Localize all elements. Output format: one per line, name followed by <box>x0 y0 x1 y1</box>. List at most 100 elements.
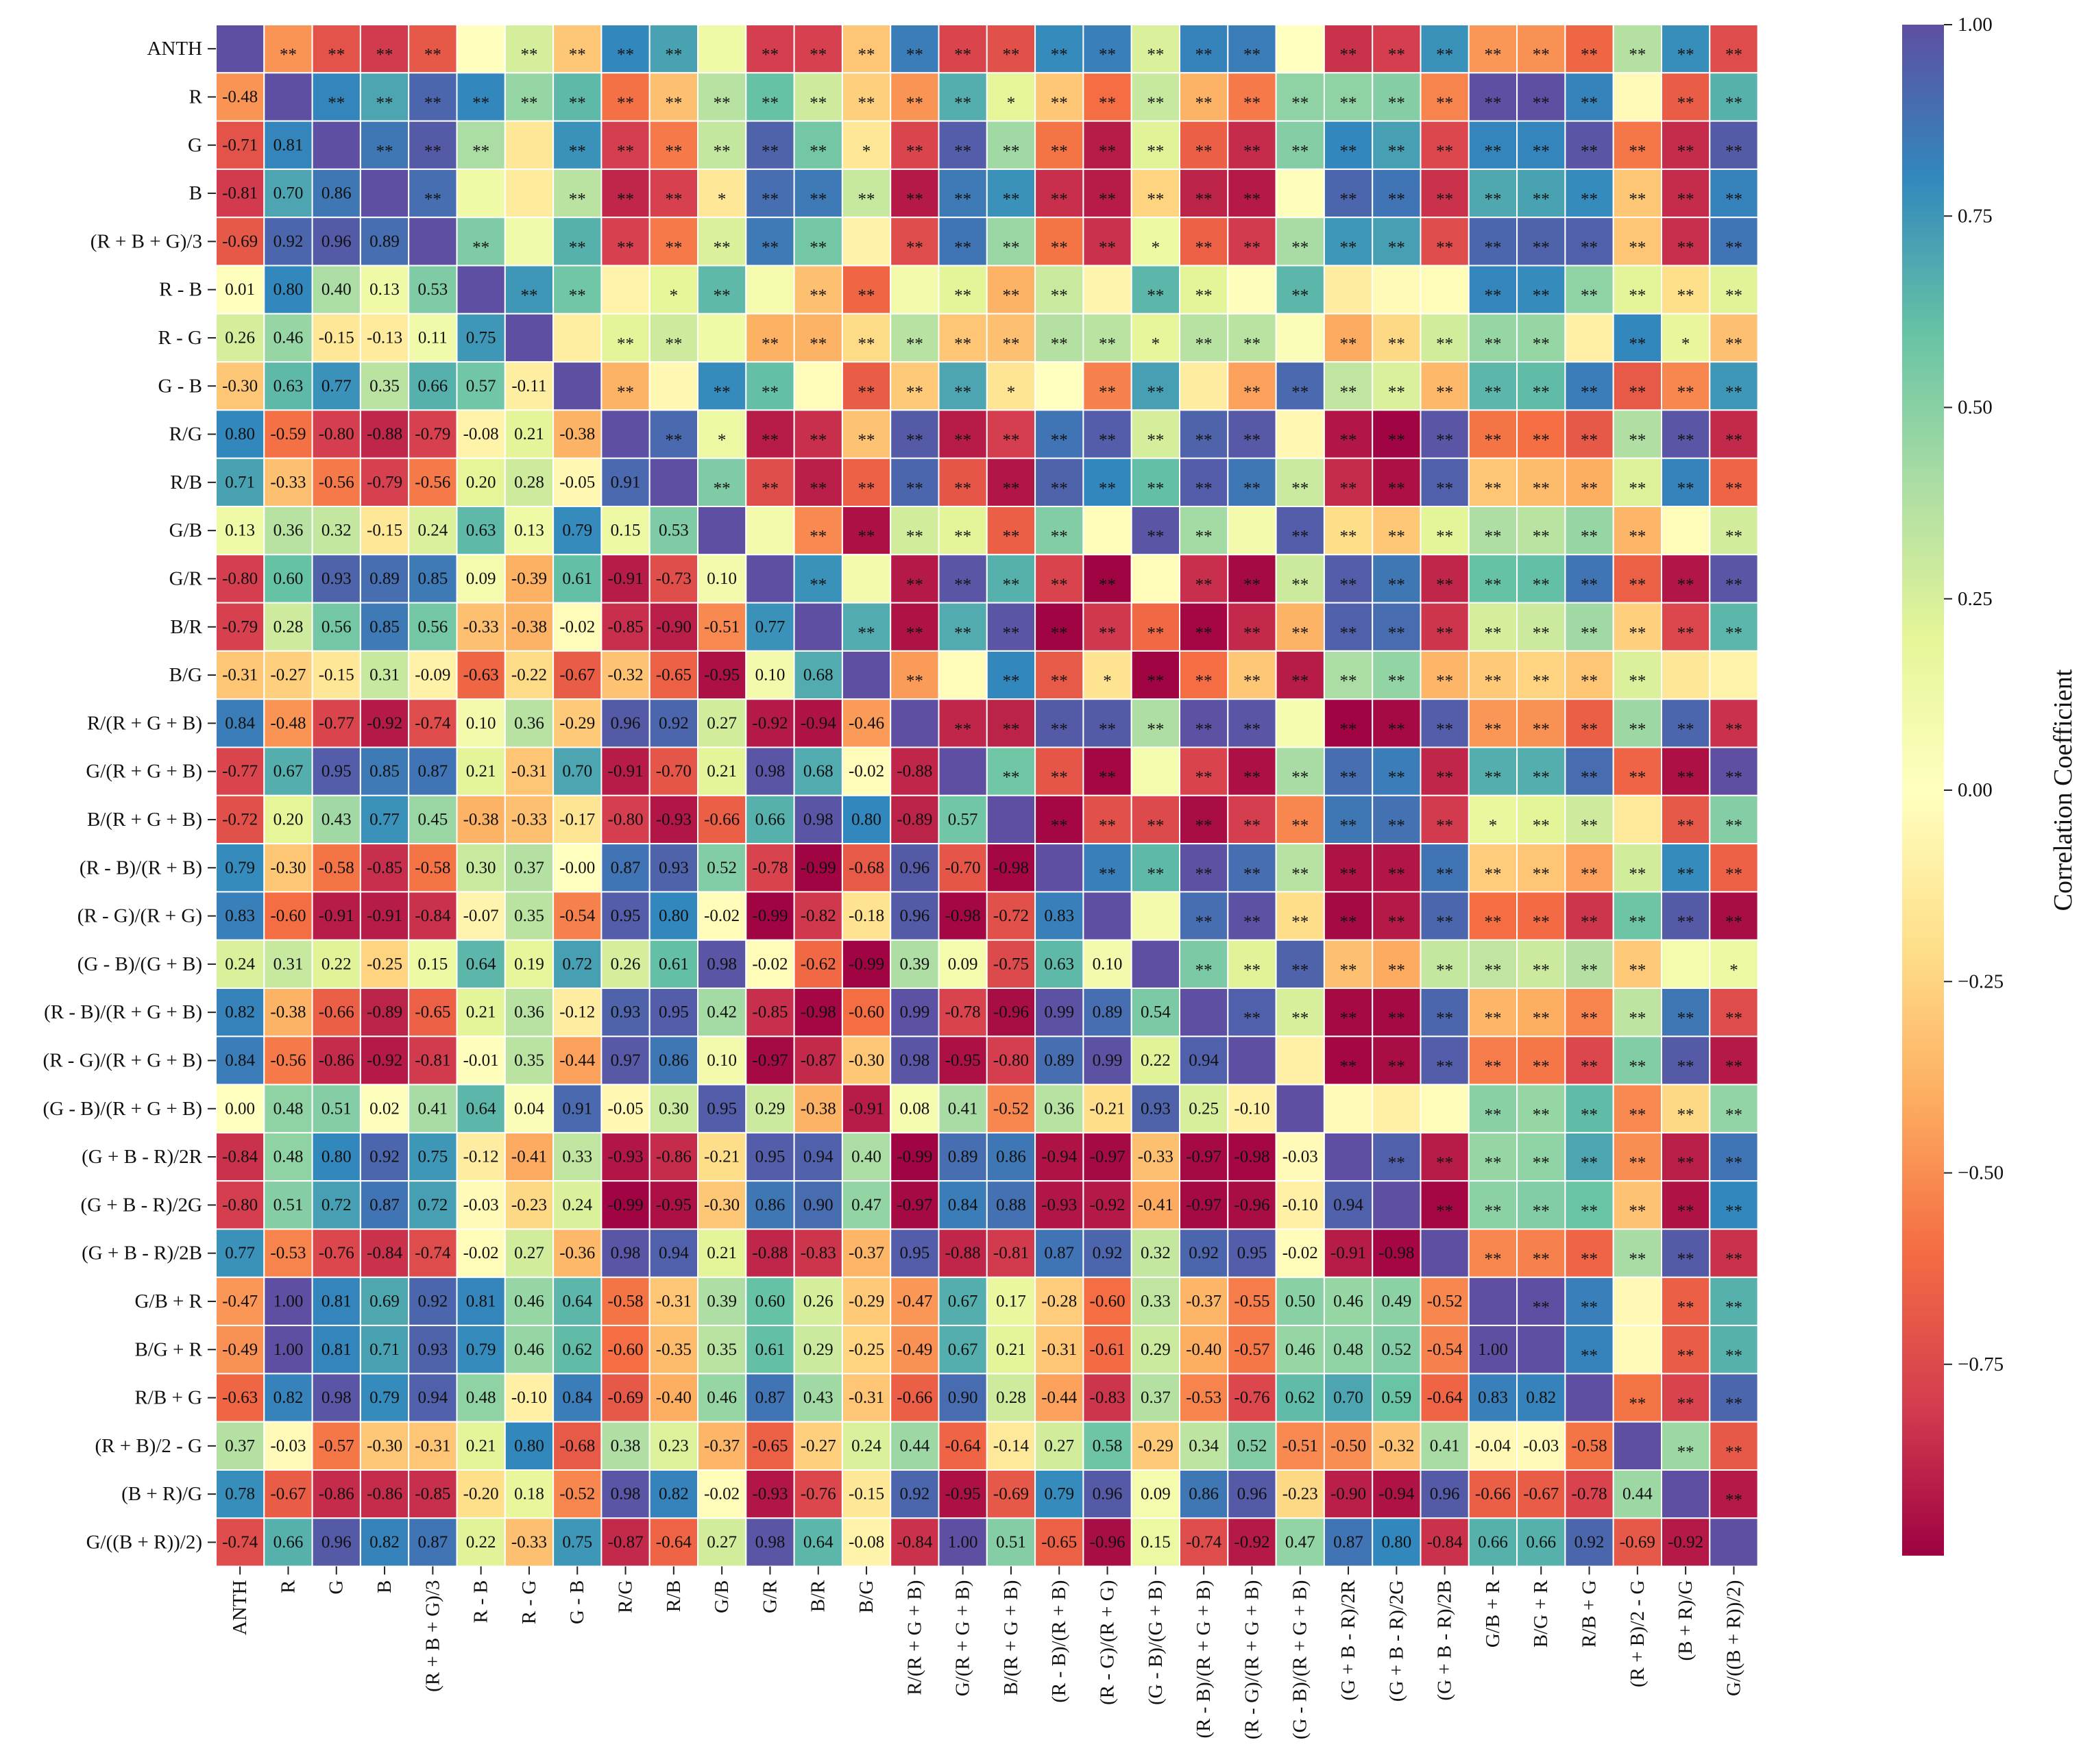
cell-significance-label: ** <box>1099 431 1116 450</box>
heatmap-cell <box>1179 1083 1229 1134</box>
heatmap-cell <box>359 1180 410 1230</box>
cell-value-label: 0.39 <box>707 1292 737 1310</box>
cell-significance-label: ** <box>1484 865 1501 883</box>
cell-significance-label: ** <box>1147 46 1164 64</box>
heatmap-cell <box>1082 650 1132 700</box>
cell-significance-label: ** <box>762 383 779 402</box>
cell-value-label: 0.13 <box>514 522 544 540</box>
cell-significance-label: ** <box>1677 816 1694 835</box>
heatmap-cell <box>1468 1131 1518 1182</box>
heatmap-cell <box>890 72 940 122</box>
cell-value-label: -0.56 <box>319 473 354 491</box>
cell-value-label: 0.68 <box>803 762 834 781</box>
heatmap-cell <box>1372 1131 1422 1182</box>
cell-significance-label: ** <box>1243 191 1261 209</box>
cell-significance-label: ** <box>1484 913 1501 931</box>
cell-value-label: -0.33 <box>463 617 499 636</box>
heatmap-cell <box>1275 168 1325 219</box>
cell-significance-label: ** <box>906 383 923 402</box>
heatmap-cell <box>263 891 313 941</box>
heatmap-cell <box>841 1325 892 1375</box>
cell-value-label: 0.95 <box>321 762 352 781</box>
heatmap-cell <box>1468 1421 1518 1471</box>
cell-significance-label: ** <box>1099 334 1116 353</box>
cell-significance-label: ** <box>424 142 441 160</box>
cell-value-label: -0.08 <box>849 1533 884 1552</box>
cell-value-label: -0.80 <box>319 425 354 443</box>
cell-value-label: 0.48 <box>1333 1340 1363 1359</box>
cell-significance-label: ** <box>1629 913 1646 931</box>
cell-value-label: -0.15 <box>319 328 354 347</box>
heatmap-cell <box>697 988 747 1038</box>
heatmap-cell <box>408 506 458 556</box>
heatmap-cell <box>552 602 603 652</box>
cell-significance-label: ** <box>1629 383 1646 402</box>
cell-significance-label: ** <box>1051 334 1068 353</box>
heatmap-cell <box>648 457 699 508</box>
heatmap-cell <box>745 1373 795 1423</box>
y-tick-label: R/G <box>169 424 202 445</box>
cell-value-label: 0.92 <box>659 714 689 733</box>
cell-significance-label: ** <box>1388 46 1405 64</box>
cell-value-label: -0.84 <box>222 1148 258 1166</box>
cell-significance-label: ** <box>1533 94 1550 112</box>
heatmap-cell <box>1420 265 1470 315</box>
cell-value-label: 0.52 <box>1237 1436 1267 1455</box>
heatmap-cell <box>1034 1228 1084 1278</box>
heatmap-cell <box>890 217 940 267</box>
cell-significance-label: ** <box>1340 383 1357 402</box>
cell-value-label: 0.13 <box>369 280 400 299</box>
cell-value-label: -0.11 <box>511 377 546 395</box>
cell-significance-label: ** <box>858 286 875 305</box>
cell-value-label: 0.01 <box>225 280 255 299</box>
cell-significance-label: ** <box>1725 46 1742 64</box>
heatmap-cell <box>408 988 458 1038</box>
cell-significance-label: ** <box>1291 528 1309 546</box>
heatmap-cell <box>1275 1421 1325 1471</box>
heatmap-cell <box>890 409 940 459</box>
heatmap-cell <box>359 1276 410 1327</box>
heatmap-cell <box>408 1469 458 1519</box>
heatmap-cell <box>1179 1325 1229 1375</box>
x-tick-label: B/R <box>807 1580 829 1612</box>
cell-value-label: -0.79 <box>367 473 402 491</box>
y-tick-label: B/G + R <box>134 1338 202 1360</box>
cell-significance-label: ** <box>520 94 537 112</box>
cell-significance-label: ** <box>1099 576 1116 594</box>
cell-value-label: 0.57 <box>466 377 496 395</box>
heatmap-cell <box>1420 168 1470 219</box>
cell-significance-label: ** <box>1195 865 1213 883</box>
heatmap-cell <box>1372 939 1422 989</box>
heatmap-cell <box>456 1325 506 1375</box>
cell-value-label: -0.96 <box>993 1003 1029 1022</box>
cell-value-label: -0.51 <box>1282 1436 1318 1455</box>
cell-significance-label: ** <box>472 238 489 257</box>
heatmap-cell <box>1564 1131 1614 1182</box>
heatmap-cell <box>1709 843 1759 893</box>
heatmap-cell <box>552 409 603 459</box>
heatmap-cell <box>648 1036 699 1086</box>
cell-significance-label: ** <box>376 46 393 64</box>
heatmap-cell <box>841 602 892 652</box>
x-tick-label: (G - B)/(G + B) <box>1145 1580 1167 1705</box>
heatmap-cell <box>1661 409 1711 459</box>
cell-value-label: 0.80 <box>1381 1533 1411 1552</box>
heatmap-cell <box>1082 1131 1132 1182</box>
heatmap-cell <box>697 1131 747 1182</box>
cell-significance-label: ** <box>1581 1154 1598 1173</box>
cell-value-label: 0.48 <box>466 1388 496 1407</box>
cell-significance-label: ** <box>1484 768 1501 787</box>
cell-value-label: -0.56 <box>415 473 450 491</box>
heatmap-cell <box>408 1083 458 1134</box>
cell-value-label: 0.35 <box>707 1340 737 1359</box>
heatmap-cell <box>648 794 699 845</box>
heatmap-cell <box>1130 361 1180 411</box>
cell-value-label: -0.09 <box>415 666 450 685</box>
cell-value-label: 0.80 <box>225 425 255 443</box>
heatmap-cell <box>1612 1083 1662 1134</box>
heatmap-cell <box>1227 24 1277 74</box>
cell-significance-label: ** <box>1629 1154 1646 1173</box>
cell-value-label: -0.91 <box>608 762 644 781</box>
heatmap-cell <box>1227 313 1277 363</box>
cell-significance-label: ** <box>1195 191 1213 209</box>
